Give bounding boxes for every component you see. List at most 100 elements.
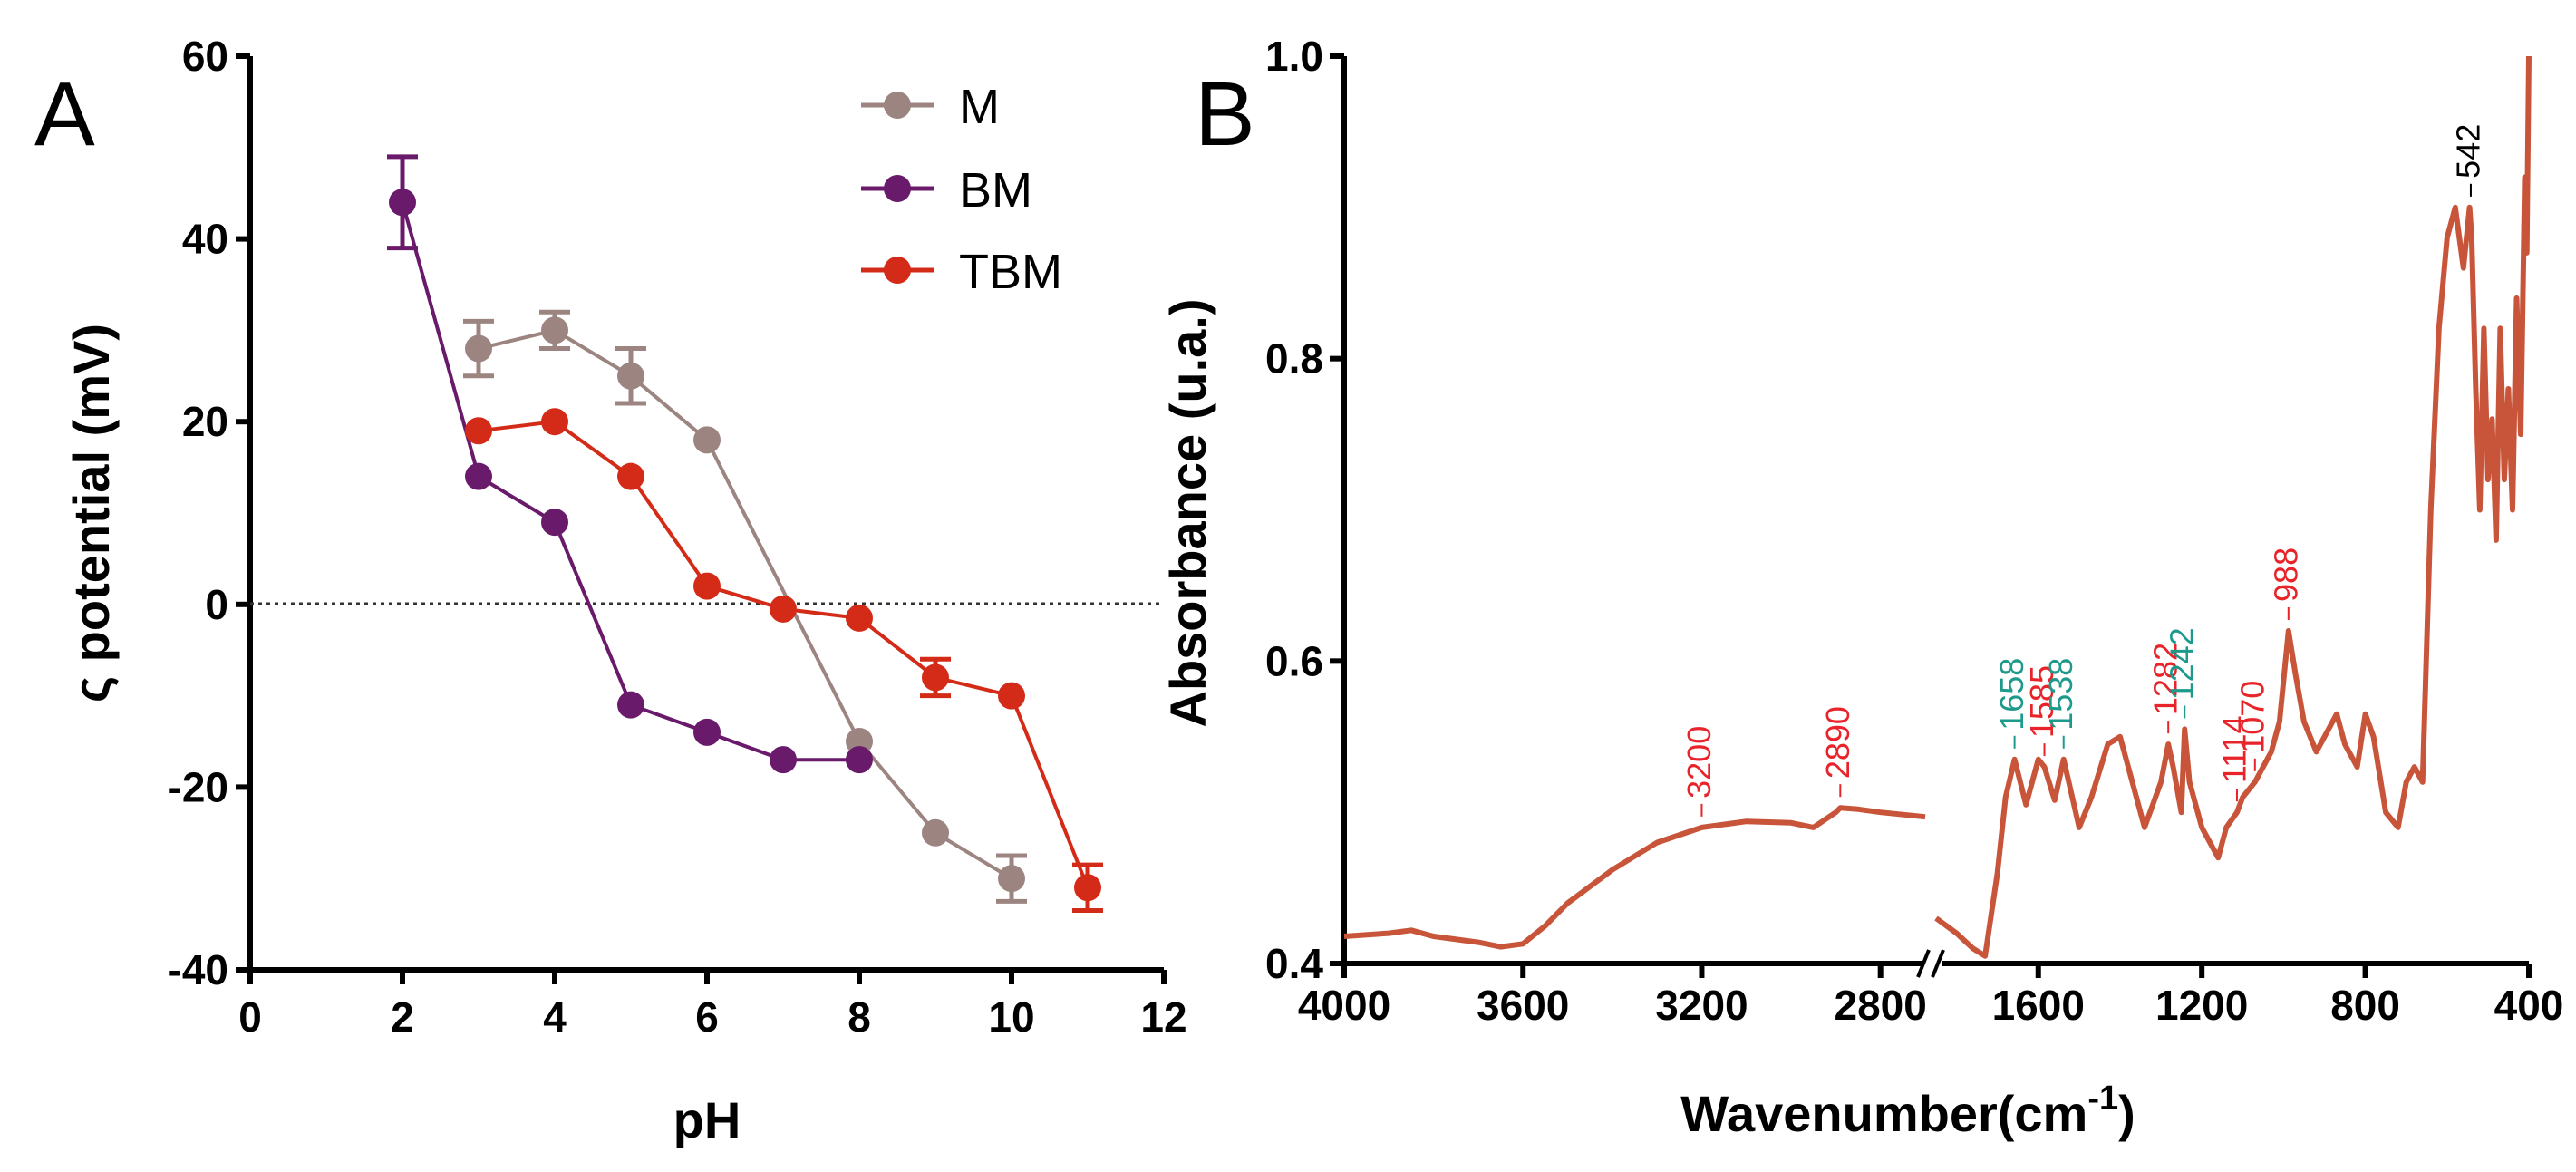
data-point	[617, 691, 644, 719]
data-point	[465, 334, 492, 363]
x-tick-label: 0	[238, 993, 262, 1041]
x-tick-label: 4	[543, 993, 567, 1041]
peak-annotation: 1585	[2023, 665, 2060, 757]
x-tick-label: 400	[2494, 982, 2564, 1029]
data-point	[770, 595, 797, 623]
y-tick-label: 0.8	[1265, 335, 1323, 383]
peak-annotation: 3200	[1680, 726, 1718, 817]
y-tick-label: 40	[182, 216, 228, 263]
x-tick-label: 12	[1140, 993, 1186, 1041]
x-tick-label: 8	[847, 993, 871, 1041]
x-tick-label: 4000	[1298, 982, 1390, 1029]
data-point	[541, 316, 568, 344]
x-tick-label: 800	[2330, 982, 2400, 1029]
peak-label: 3200	[1680, 726, 1718, 799]
peak-annotation: 1114	[2215, 715, 2252, 802]
data-point	[541, 509, 568, 537]
data-point	[541, 408, 568, 436]
x-tick-label: 2800	[1835, 982, 1927, 1029]
data-point	[998, 682, 1025, 710]
peak-annotation: 542	[2449, 124, 2486, 197]
peak-label: 988	[2267, 547, 2304, 602]
panel-a-series	[387, 154, 1103, 913]
panel-a-x-axis-title: pH	[673, 1091, 741, 1148]
data-point	[770, 746, 797, 774]
data-point	[617, 362, 644, 390]
panel-a-y-axis-title: ς potential (mV)	[63, 324, 120, 702]
y-tick-label: 0.4	[1265, 940, 1323, 987]
x-axis-title-close: )	[2118, 1085, 2135, 1142]
legend-label-m: M	[959, 80, 1000, 134]
spectrum-line-high_wavenumber_segment	[1343, 805, 1926, 950]
panel-b: B 1.0 0.8 0.6 0.4 4000 3600 3200 2800 1600 1200 8…	[1159, 33, 2563, 1142]
axis-break-marker	[1916, 949, 1945, 978]
peak-label: 1070	[2233, 681, 2271, 753]
data-point	[846, 746, 873, 774]
peak-label: 1658	[1993, 658, 2030, 731]
x-axis-title-superscript: -1	[2087, 1080, 2118, 1118]
peak-label: 1585	[2023, 665, 2060, 738]
series-tbm	[465, 408, 1103, 913]
data-point	[922, 663, 949, 692]
peak-annotation: 1282	[2147, 643, 2184, 734]
x-tick-label: 1200	[2155, 982, 2248, 1029]
series-bm	[387, 154, 873, 774]
peak-label: 1282	[2147, 643, 2184, 715]
y-tick-label: 1.0	[1265, 33, 1323, 80]
y-tick-label: 20	[182, 398, 228, 445]
panel-a-label: A	[34, 63, 95, 165]
legend: M BM TBM	[861, 80, 1062, 299]
peak-label: 1538	[2042, 658, 2079, 731]
legend-marker-m	[884, 92, 911, 119]
data-point	[465, 417, 492, 445]
data-point	[389, 189, 416, 217]
panel-a: A 60 40 20 0 -20 -40 0 2 4 6 8 10 12 ς potential (m…	[34, 33, 1187, 1148]
panel-a-y-ticks: 60 40 20 0 -20 -40	[169, 33, 250, 993]
peak-annotation: 1242	[2164, 627, 2201, 719]
peak-annotation: 1658	[1993, 658, 2030, 749]
x-axis-title-main: Wavenumber(cm	[1680, 1085, 2087, 1142]
legend-marker-bm	[884, 175, 911, 202]
y-tick-label: -20	[169, 763, 228, 810]
peak-annotation: 1070	[2233, 681, 2271, 771]
y-tick-label: 0.6	[1265, 637, 1323, 684]
legend-label-bm: BM	[959, 163, 1032, 218]
panel-a-x-ticks: 0 2 4 6 8 10 12	[238, 970, 1187, 1041]
panel-b-y-ticks: 1.0 0.8 0.6 0.4	[1265, 33, 1344, 987]
peak-label: 542	[2449, 124, 2486, 179]
x-tick-label: 10	[988, 993, 1034, 1041]
data-point	[846, 604, 873, 632]
panel-b-x-axis-title: Wavenumber(cm-1)	[1680, 1080, 2135, 1142]
series-m	[463, 309, 1027, 904]
spectrum-line-low_wavenumber_segment	[1934, 55, 2532, 959]
panel-b-y-axis-title: Absorbance (u.a.)	[1159, 299, 1216, 728]
peak-label: 2890	[1819, 706, 1856, 779]
peak-annotation: 2890	[1819, 706, 1856, 798]
data-point	[922, 818, 949, 847]
series-line	[478, 420, 1089, 889]
data-point	[998, 865, 1025, 893]
y-tick-label: 0	[205, 581, 228, 628]
y-tick-label: 60	[182, 33, 228, 80]
peak-annotation: 988	[2267, 547, 2304, 620]
x-tick-label: 2	[391, 993, 414, 1041]
panel-b-x-ticks: 4000 3600 3200 2800 1600 1200 800 400	[1298, 964, 2564, 1029]
data-point	[693, 572, 721, 600]
data-point	[617, 462, 644, 490]
x-tick-label: 3600	[1477, 982, 1569, 1029]
data-point	[693, 426, 721, 454]
panel-b-spectrum	[1343, 55, 2532, 959]
data-point	[693, 718, 721, 746]
legend-label-tbm: TBM	[959, 245, 1062, 299]
x-tick-label: 1600	[1992, 982, 2085, 1029]
data-point	[465, 462, 492, 490]
peak-annotation: 1538	[2042, 658, 2079, 749]
y-tick-label: -40	[169, 946, 228, 993]
panel-b-label: B	[1195, 63, 1255, 165]
x-tick-label: 3200	[1655, 982, 1748, 1029]
data-point	[1074, 874, 1101, 902]
x-tick-label: 6	[695, 993, 719, 1041]
peak-label: 1242	[2164, 627, 2201, 700]
